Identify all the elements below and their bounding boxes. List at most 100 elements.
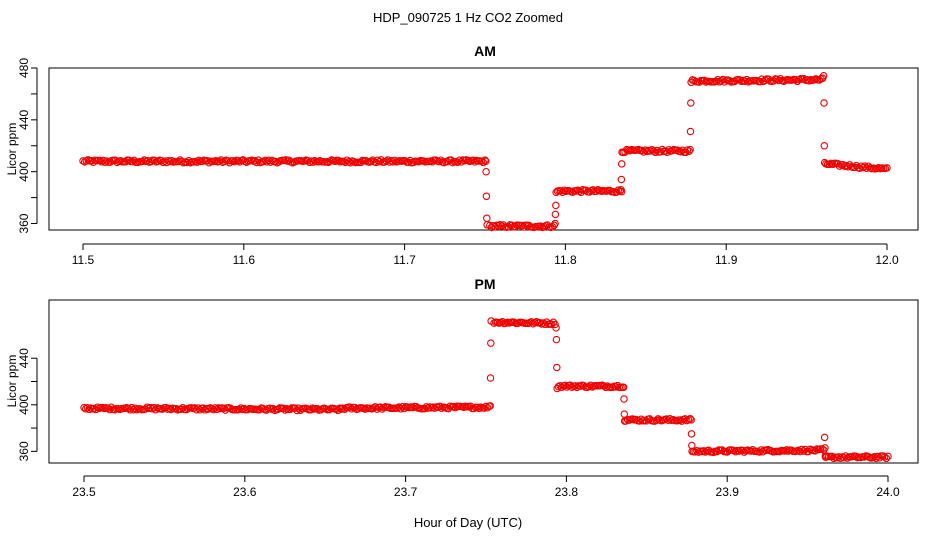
- pm-data-point: [821, 444, 829, 452]
- am-data-point: [511, 222, 519, 231]
- am-data-point: [805, 77, 813, 85]
- pm-x-tick-label: 23.5: [72, 485, 96, 499]
- am-data-point: [457, 158, 465, 166]
- pm-data-point: [553, 363, 561, 372]
- pm-data-point: [182, 405, 190, 414]
- pm-data-point: [201, 406, 209, 414]
- am-data-point: [560, 186, 568, 194]
- am-series-points: [79, 72, 891, 232]
- pm-data-point: [551, 320, 559, 329]
- am-data-point: [683, 146, 692, 154]
- pm-data-point: [552, 324, 560, 332]
- am-data-point: [89, 158, 97, 166]
- am-x-tick-label: 11.6: [233, 253, 256, 267]
- pm-data-point: [553, 384, 561, 393]
- pm-data-point: [237, 404, 245, 412]
- am-data-point: [617, 175, 626, 184]
- am-data-point: [686, 145, 694, 154]
- am-data-point: [477, 157, 486, 165]
- pm-data-point: [150, 403, 158, 412]
- pm-x-tick-label: 23.8: [555, 485, 579, 499]
- pm-data-point: [620, 395, 628, 403]
- pm-y-ticks: 360 400 440: [17, 348, 38, 461]
- pm-data-point: [475, 404, 483, 413]
- am-data-point: [551, 210, 560, 219]
- pm-panel-title: PM: [475, 276, 496, 292]
- am-data-point: [773, 75, 781, 84]
- am-data-point: [714, 75, 722, 84]
- am-data-point: [712, 77, 720, 86]
- am-data-point: [677, 147, 685, 156]
- figure-title: HDP_090725 1 Hz CO2 Zoomed: [373, 10, 563, 25]
- pm-data-point: [226, 404, 235, 413]
- am-y-tick-label: 480: [17, 58, 31, 78]
- pm-data-point: [568, 383, 576, 391]
- pm-data-point: [274, 405, 282, 413]
- pm-data-point: [882, 454, 891, 463]
- am-plot-frame: [48, 67, 919, 231]
- am-x-tick-label: 11.8: [554, 253, 577, 267]
- am-data-point: [275, 158, 283, 166]
- am-x-tick-label: 12.0: [875, 253, 899, 267]
- am-y-tick-label: 360: [17, 213, 31, 233]
- pm-data-point: [687, 430, 696, 438]
- pm-data-point: [346, 403, 354, 411]
- pm-data-point: [561, 381, 569, 390]
- am-data-point: [820, 158, 829, 167]
- pm-data-point: [286, 405, 294, 414]
- pm-data-point: [281, 406, 289, 414]
- am-data-point: [769, 77, 778, 85]
- am-x-tick-label: 11.7: [393, 253, 416, 267]
- am-data-point: [686, 127, 695, 136]
- pm-series-points: [80, 317, 892, 463]
- pm-data-point: [486, 402, 494, 410]
- pm-data-point: [880, 453, 889, 461]
- am-data-point: [700, 76, 709, 85]
- am-data-point: [482, 167, 490, 176]
- pm-data-point: [620, 417, 629, 425]
- am-data-point: [820, 99, 828, 107]
- am-data-point: [552, 201, 560, 210]
- x-axis-label: Hour of Day (UTC): [414, 515, 522, 530]
- am-data-point: [819, 72, 828, 80]
- pm-data-point: [400, 404, 408, 413]
- am-y-axis-label: Licor ppm: [5, 123, 19, 176]
- am-panel: AM Licor ppm 11.5 11.6 11.7 11.8 11.9 12.0 36…: [5, 43, 919, 267]
- am-data-point: [101, 158, 109, 166]
- pm-data-point: [748, 445, 757, 454]
- am-data-point: [339, 157, 348, 166]
- pm-data-point: [799, 447, 808, 455]
- am-data-point: [99, 156, 108, 165]
- pm-data-point: [775, 447, 784, 456]
- am-data-point: [341, 158, 350, 167]
- am-data-point: [536, 222, 545, 230]
- pm-data-point: [93, 403, 102, 411]
- am-data-point: [614, 186, 623, 194]
- am-data-point: [618, 148, 626, 156]
- am-data-point: [212, 157, 220, 165]
- pm-data-point: [684, 416, 693, 424]
- am-x-tick-label: 11.5: [72, 253, 95, 267]
- pm-data-point: [620, 410, 629, 418]
- pm-y-tick-label: 440: [17, 348, 31, 368]
- pm-data-point: [731, 447, 740, 456]
- am-data-point: [251, 157, 259, 165]
- am-data-point: [687, 78, 695, 87]
- pm-data-point: [412, 402, 420, 411]
- pm-data-point: [487, 317, 495, 325]
- pm-data-point: [588, 383, 596, 391]
- pm-data-point: [209, 405, 218, 414]
- am-data-point: [606, 186, 614, 195]
- am-data-point: [483, 214, 491, 223]
- pm-data-point: [487, 339, 495, 347]
- pm-data-point: [687, 416, 695, 424]
- pm-plot-frame: [48, 299, 919, 464]
- pm-data-point: [204, 405, 213, 413]
- am-data-point: [389, 158, 397, 166]
- am-data-point: [309, 158, 317, 166]
- pm-data-point: [811, 447, 819, 455]
- pm-data-point: [213, 405, 221, 414]
- pm-x-ticks: 23.5 23.6 23.7 23.8 23.9 24.0: [72, 475, 900, 499]
- am-data-point: [401, 157, 409, 165]
